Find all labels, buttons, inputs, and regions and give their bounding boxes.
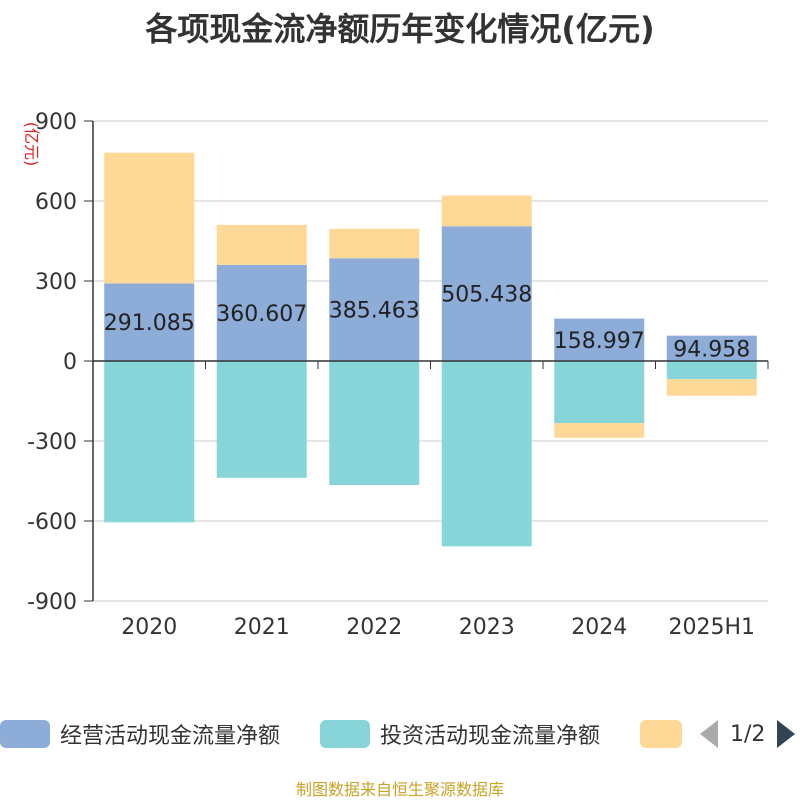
x-tick-label-2024: 2024 [571,615,627,640]
y-tick-label: 600 [35,190,77,215]
bar-series2-2025H1 [666,379,757,396]
legend-item-third[interactable] [640,712,682,756]
bar-series1-2024 [554,361,645,424]
bar-series0-2021 [216,264,307,361]
value-labels: 291.085 360.607 385.463 505.438 158.997 94.95… [104,283,750,363]
x-tick-label-2025H1: 2025H1 [668,615,755,640]
axes: 900 600 300 0 -300 -600 -900 (亿元) 2020 2021 2022 20… [22,110,769,640]
bar-series1-2021 [216,361,307,478]
x-tick-label-2021: 2021 [234,615,290,640]
bar-series0-2025H1 [666,335,757,361]
footer-source: 制图数据来自恒生聚源数据库 [295,780,504,799]
bar-series2-2022 [329,228,420,259]
bars [104,152,757,547]
legend-swatch-investing [320,720,370,748]
x-tick-label-2023: 2023 [459,615,515,640]
data-label-2022: 385.463 [329,299,420,324]
legend-swatch-operating [0,720,50,748]
legend-label-operating: 经营活动现金流量净额 [60,724,281,749]
bar-series0-2022 [329,258,420,361]
legend-swatch-third [640,720,682,748]
data-label-2020: 291.085 [104,311,195,336]
bar-series0-2024 [554,318,645,361]
y-tick-label: 0 [63,350,77,375]
legend-item-investing[interactable]: 投资活动现金流量净额 [320,712,600,756]
bar-series0-2020 [104,283,195,361]
legend: 经营活动现金流量净额 投资活动现金流量净额 1/2 [0,712,800,756]
pager-text: 1/2 [730,721,766,747]
data-label-2021: 360.607 [216,302,307,327]
chart-area: 900 600 300 0 -300 -600 -900 (亿元) 2020 2021 2022 20… [22,110,769,640]
data-label-2025H1: 94.958 [673,337,750,362]
pager-next-icon[interactable] [777,720,796,748]
legend-item-operating[interactable]: 经营活动现金流量净额 [0,712,280,756]
pager-prev-icon[interactable] [700,720,718,748]
bar-series2-2023 [441,195,532,227]
data-label-2024: 158.997 [554,329,645,354]
y-tick-label: 900 [35,110,77,135]
legend-label-investing: 投资活动现金流量净额 [380,724,601,749]
y-tick-label: 300 [35,270,77,295]
bar-series2-2021 [216,224,307,265]
x-tick-label-2022: 2022 [346,615,402,640]
bar-series1-2022 [329,361,420,485]
bar-series0-2023 [441,226,532,361]
bar-series1-2025H1 [666,361,757,380]
y-tick-label: -900 [27,590,77,615]
y-tick-label: -300 [27,430,77,455]
legend-pager: 1/2 [700,712,796,756]
bar-series1-2023 [441,361,532,547]
bar-series1-2020 [104,361,195,523]
data-label-2023: 505.438 [441,283,532,308]
bar-series2-2020 [104,152,195,284]
bar-series2-2024 [554,423,645,438]
y-unit-label: (亿元) [22,122,41,167]
y-tick-label: -600 [27,510,77,535]
x-tick-label-2020: 2020 [121,615,177,640]
chart-title: 各项现金流净额历年变化情况(亿元) [145,10,655,48]
